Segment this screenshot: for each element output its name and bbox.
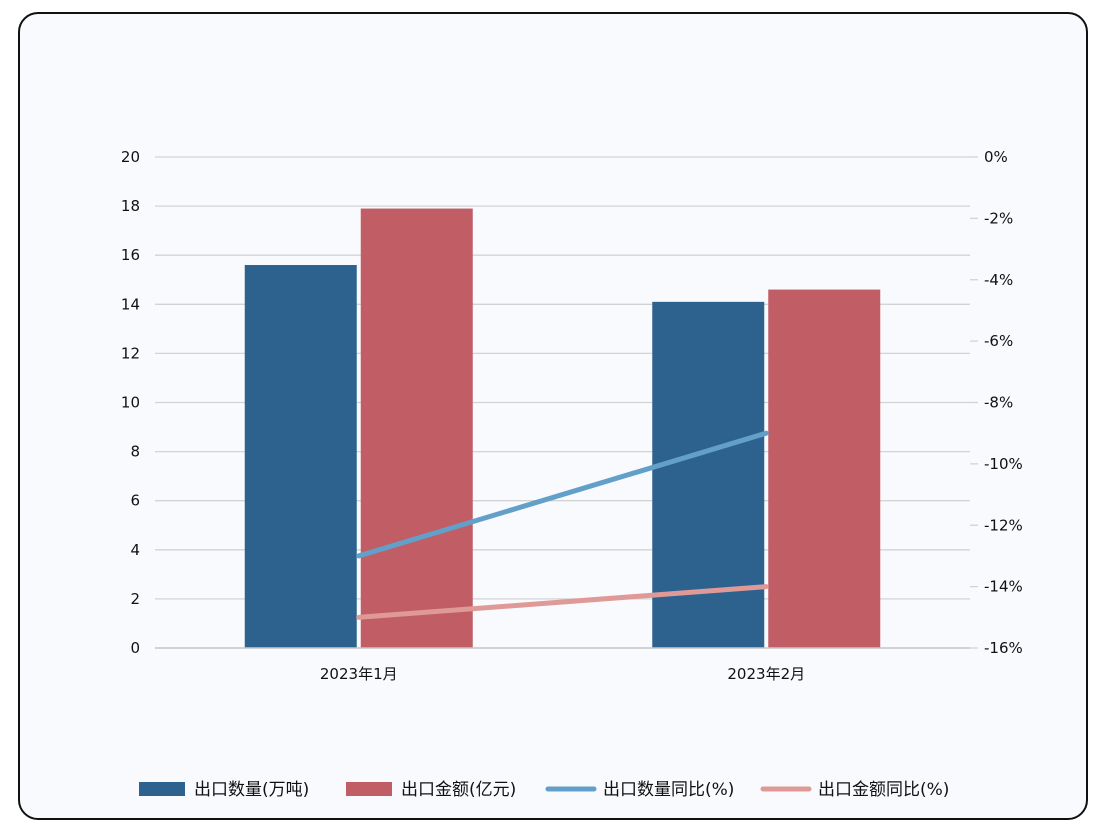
bar [360, 208, 473, 648]
right-tick-label: -6% [984, 332, 1013, 350]
chart-frame [18, 12, 1088, 820]
left-tick-label: 16 [121, 246, 140, 264]
left-tick-label: 12 [121, 344, 140, 362]
legend-label: 出口数量(万吨) [194, 780, 309, 800]
left-tick-label: 8 [130, 443, 140, 461]
right-tick-label: -12% [984, 516, 1023, 534]
left-tick-label: 14 [121, 295, 140, 313]
right-tick-label: -10% [984, 455, 1023, 473]
right-tick-label: -2% [984, 209, 1013, 227]
legend-swatch [139, 782, 185, 796]
right-tick-label: -14% [984, 578, 1023, 596]
legend-label: 出口数量同比(%) [603, 780, 734, 800]
legend-swatch [346, 782, 392, 796]
left-tick-label: 0 [130, 639, 140, 657]
left-tick-label: 4 [130, 541, 140, 559]
bar [244, 265, 357, 648]
series-line [356, 584, 769, 620]
series-line [356, 430, 769, 559]
left-tick-label: 20 [121, 148, 140, 166]
bar [768, 289, 881, 648]
right-tick-label: -16% [984, 639, 1023, 657]
x-tick-label: 2023年1月 [320, 665, 398, 683]
right-tick-label: -8% [984, 394, 1013, 412]
right-tick-label: -4% [984, 271, 1013, 289]
left-tick-label: 18 [121, 197, 140, 215]
right-tick-label: 0% [984, 148, 1008, 166]
x-tick-label: 2023年2月 [727, 665, 805, 683]
left-tick-label: 6 [130, 492, 140, 510]
legend-label: 出口金额同比(%) [818, 780, 949, 800]
left-tick-label: 10 [121, 394, 140, 412]
left-tick-label: 2 [130, 590, 140, 608]
legend-label: 出口金额(亿元) [401, 780, 516, 800]
